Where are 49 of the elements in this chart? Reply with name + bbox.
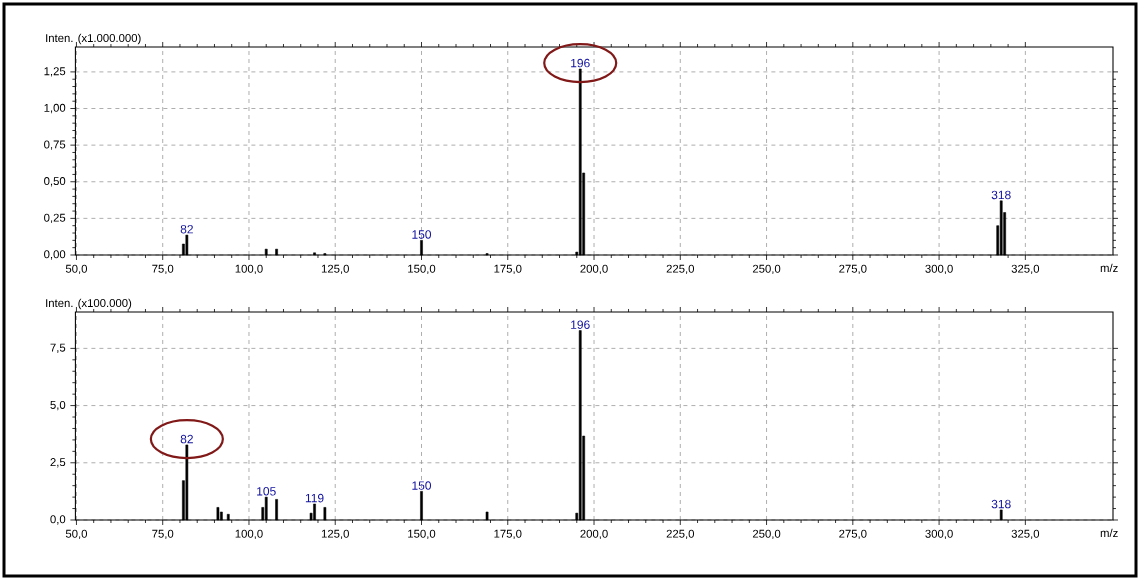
x-axis-title: m/z	[1100, 528, 1118, 538]
y-tick-label: 0,25	[44, 213, 66, 224]
x-tick-label: 150,0	[408, 264, 436, 275]
annotation: 196	[571, 320, 590, 329]
x-tick-label: 125,0	[321, 529, 349, 540]
x-tick-label: 175,0	[494, 529, 522, 540]
x-tick-label: 200,0	[580, 529, 608, 540]
x-tick-label: 225,0	[666, 264, 695, 275]
x-tick-label: 300,0	[925, 529, 953, 540]
x-tick-label: 50,0	[65, 264, 88, 275]
x-tick-label: 125,0	[321, 264, 349, 275]
y-tick-label: 5,0	[50, 400, 66, 411]
x-tick-label: 300,0	[925, 264, 953, 275]
x-tick-label: 275,0	[839, 529, 867, 540]
y-axis-title: Inten. (x100.000)	[46, 298, 132, 310]
annotation: 318	[991, 499, 1011, 509]
annotation: 196	[571, 58, 590, 68]
annotation: 105	[257, 487, 276, 496]
annotation: 82	[180, 434, 193, 444]
y-tick-label: 1,25	[44, 67, 66, 77]
annotation: 318	[991, 190, 1011, 200]
x-tick-label: 75,0	[152, 264, 174, 275]
y-axis-title: Inten. (x1.000.000)	[46, 33, 141, 45]
x-tick-label: 150,0	[408, 529, 436, 540]
annotation: 150	[412, 230, 432, 239]
y-tick-label: 2,5	[50, 458, 66, 468]
x-tick-label: 100,0	[235, 529, 263, 540]
x-axis-title: m/z	[1100, 263, 1118, 273]
x-tick-label: 250,0	[752, 529, 781, 540]
y-tick-label: 0,75	[44, 140, 66, 150]
x-tick-label: 75,0	[152, 529, 174, 540]
y-tick-label: 0,50	[44, 177, 66, 187]
y-tick-label: 7,5	[50, 343, 66, 353]
annotation: 150	[412, 481, 432, 490]
x-tick-label: 50,0	[65, 529, 88, 540]
bar	[999, 200, 1003, 256]
y-tick-label: 0,00	[44, 250, 66, 260]
annotation: 82	[180, 224, 193, 234]
x-tick-label: 250,0	[752, 264, 781, 275]
y-tick-label: 0,0	[50, 515, 66, 525]
y-tick-label: 1,00	[44, 103, 66, 114]
x-tick-label: 200,0	[580, 264, 608, 275]
x-tick-label: 325,0	[1011, 264, 1040, 275]
x-tick-label: 100,0	[235, 264, 263, 275]
x-tick-label: 225,0	[666, 529, 695, 540]
x-tick-label: 325,0	[1011, 529, 1040, 540]
x-tick-label: 175,0	[494, 264, 522, 275]
x-tick-label: 275,0	[839, 264, 867, 275]
annotation: 119	[305, 493, 324, 503]
